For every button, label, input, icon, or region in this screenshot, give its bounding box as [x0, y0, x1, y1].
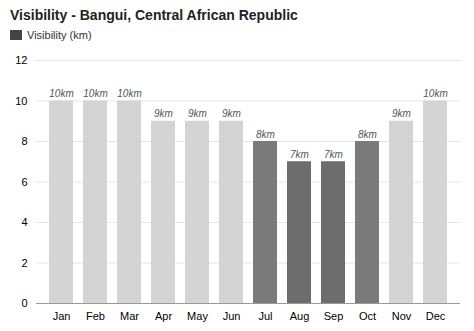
svg-text:0: 0: [21, 297, 27, 309]
svg-text:May: May: [187, 310, 208, 322]
svg-text:7km: 7km: [290, 149, 309, 160]
svg-text:7km: 7km: [324, 149, 343, 160]
svg-text:2: 2: [21, 257, 27, 269]
svg-text:Mar: Mar: [120, 310, 139, 322]
svg-text:9km: 9km: [392, 108, 411, 119]
html-text:Visibility (km): Visibility (km): [27, 29, 92, 41]
svg-text:Jul: Jul: [258, 310, 272, 322]
svg-text:4: 4: [21, 216, 27, 228]
svg-text:Nov: Nov: [392, 310, 412, 322]
svg-text:Aug: Aug: [290, 310, 310, 322]
svg-text:9km: 9km: [154, 108, 173, 119]
svg-text:Jan: Jan: [53, 310, 71, 322]
html-text:Visibility - Bangui, Central A: Visibility - Bangui, Central African Rep…: [10, 7, 298, 23]
svg-text:Dec: Dec: [426, 310, 446, 322]
svg-text:10km: 10km: [117, 88, 141, 99]
svg-text:10km: 10km: [423, 88, 447, 99]
svg-text:10km: 10km: [83, 88, 107, 99]
svg-text:10km: 10km: [49, 88, 73, 99]
svg-text:8km: 8km: [256, 129, 275, 140]
svg-text:10: 10: [15, 95, 27, 107]
svg-text:9km: 9km: [188, 108, 207, 119]
svg-text:Feb: Feb: [86, 310, 105, 322]
svg-text:Oct: Oct: [359, 310, 376, 322]
svg-text:8: 8: [21, 135, 27, 147]
svg-text:Apr: Apr: [155, 310, 172, 322]
svg-text:12: 12: [15, 54, 27, 66]
svg-text:9km: 9km: [222, 108, 241, 119]
svg-text:6: 6: [21, 176, 27, 188]
svg-text:Sep: Sep: [324, 310, 344, 322]
svg-text:Jun: Jun: [223, 310, 241, 322]
svg-text:8km: 8km: [358, 129, 377, 140]
